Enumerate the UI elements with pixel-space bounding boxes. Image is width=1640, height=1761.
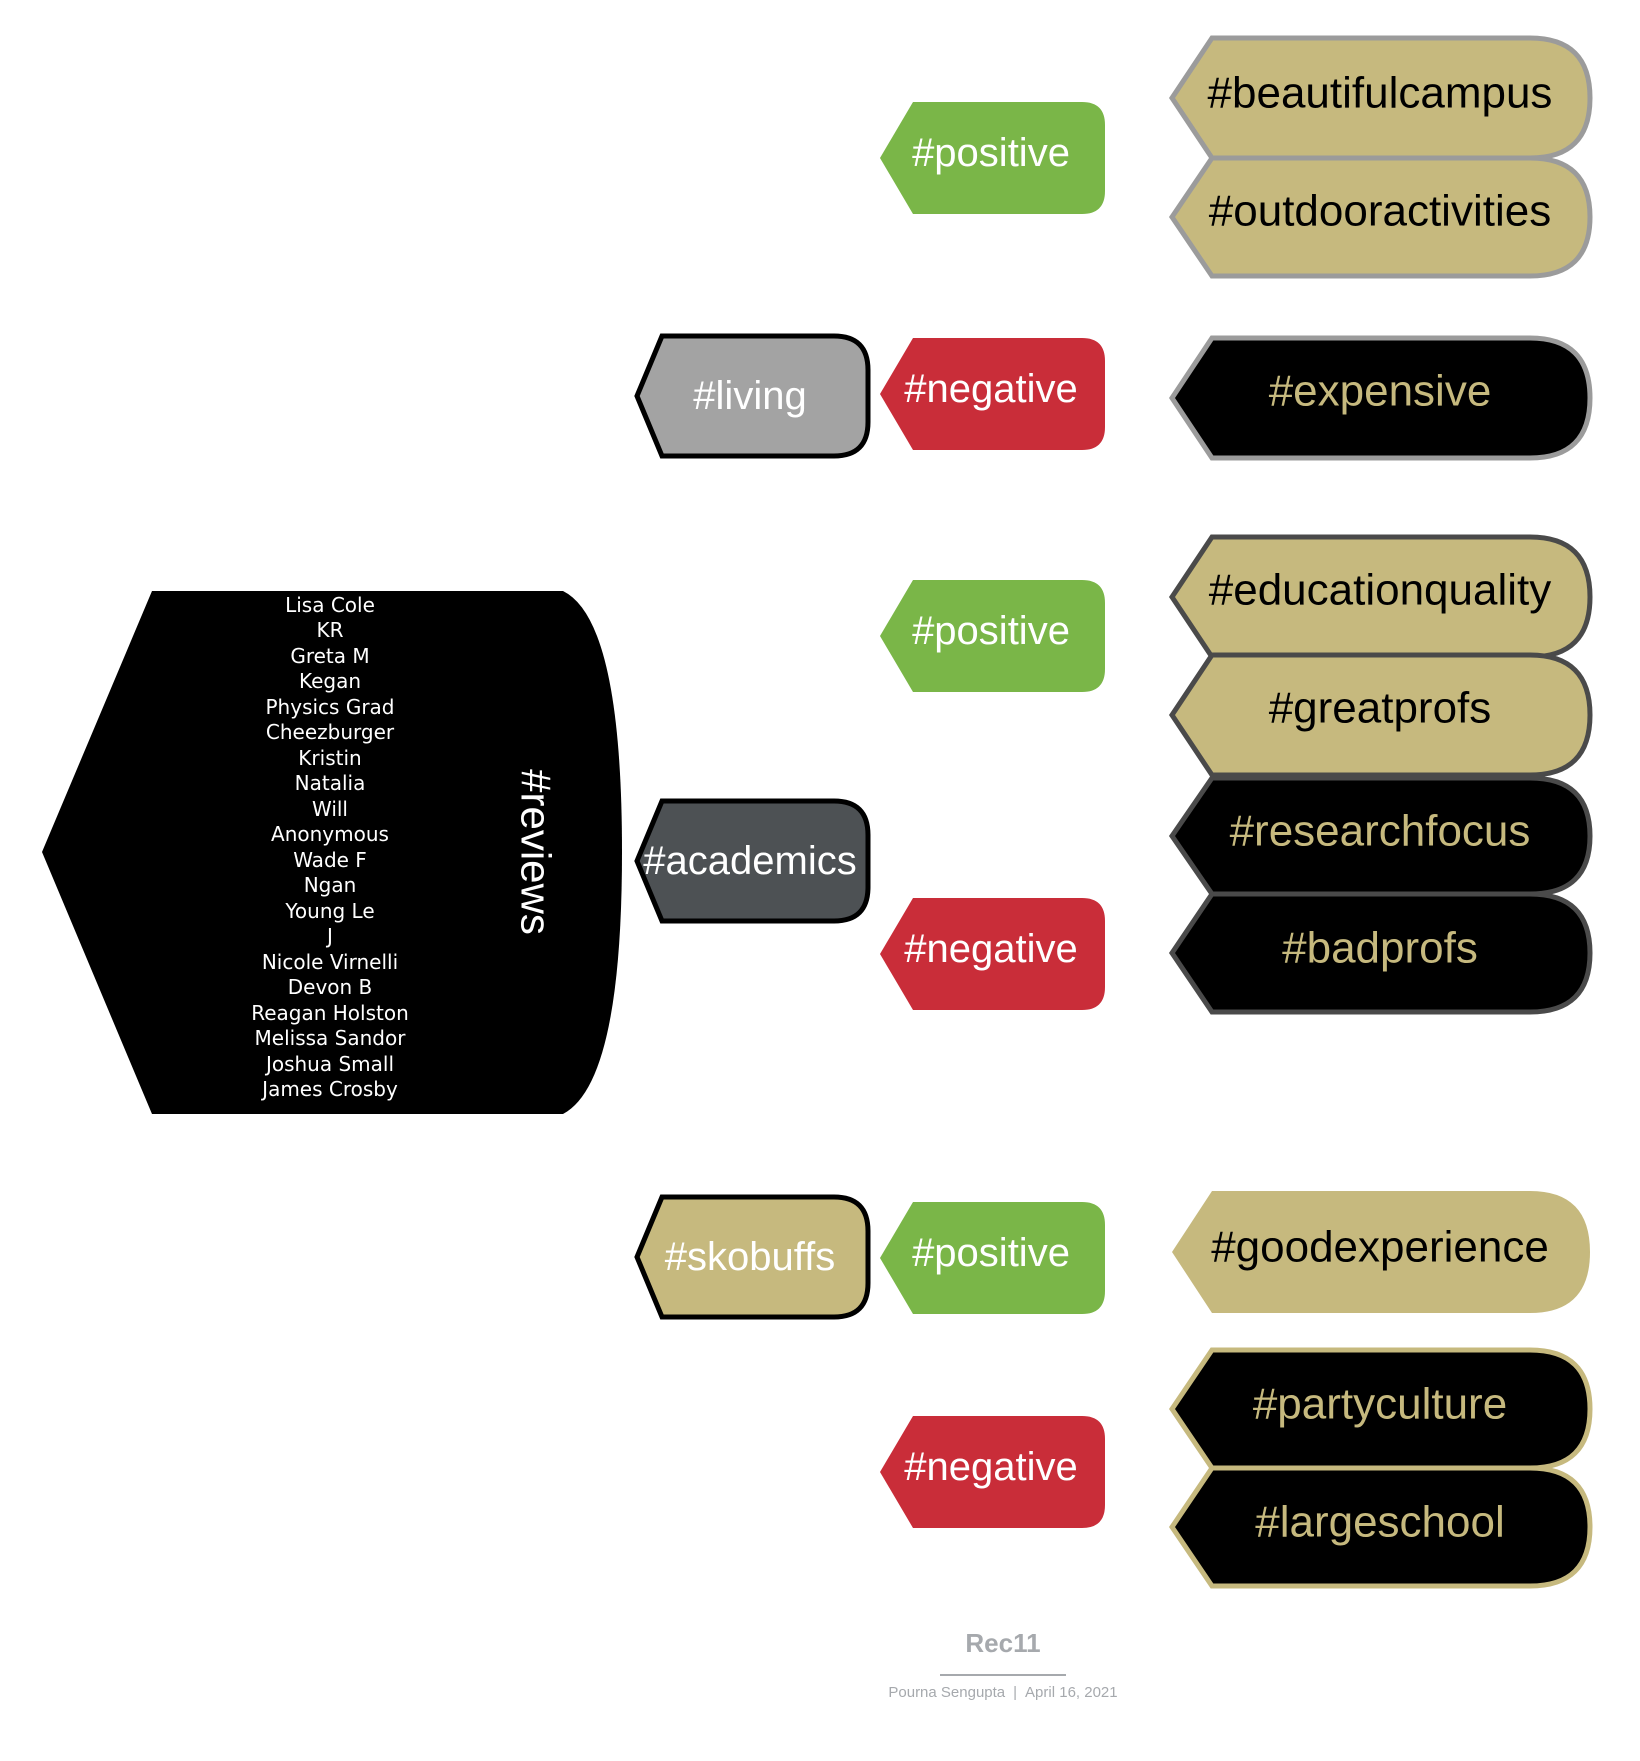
tag-node-largeschool[interactable]: #largeschool (1168, 1465, 1593, 1589)
sentiment-node-academics-negative[interactable]: #negative (880, 898, 1105, 1010)
tag-label: #badprofs (1282, 924, 1478, 973)
sentiment-shape (880, 580, 1105, 692)
reviewer-name: Young Le (284, 899, 374, 923)
sentiment-shape (880, 338, 1105, 450)
tag-label: #greatprofs (1269, 684, 1492, 733)
footer: Rec11 Pourna Sengupta | April 16, 2021 (888, 1628, 1117, 1701)
reviewer-name: Ngan (304, 873, 357, 897)
root-node-shape (42, 591, 622, 1114)
tag-node-expensive[interactable]: #expensive (1168, 335, 1593, 461)
reviewer-name: Nicole Virnelli (262, 950, 398, 974)
tag-label: #largeschool (1255, 1498, 1505, 1547)
category-node-shape (634, 333, 871, 459)
category-node-academics[interactable]: #academics (634, 798, 871, 924)
tag-label: #expensive (1269, 367, 1492, 416)
sentiment-label: #negative (904, 367, 1077, 411)
category-label: #skobuffs (665, 1235, 836, 1279)
tag-label: #outdooractivities (1209, 187, 1551, 236)
sentiment-node-skobuffs-positive[interactable]: #positive (880, 1202, 1105, 1314)
category-node-shape (634, 798, 871, 924)
sentiment-node-skobuffs-negative[interactable]: #negative (880, 1416, 1105, 1528)
reviewer-name: Will (312, 797, 348, 821)
tag-node-outdooractivities[interactable]: #outdooractivities (1168, 155, 1593, 279)
tag-shape (1168, 652, 1593, 778)
footer-byline: Pourna Sengupta | April 16, 2021 (888, 1684, 1117, 1701)
reviewer-name: Devon B (288, 975, 373, 999)
category-label: #living (693, 374, 806, 418)
sentiment-label: #negative (904, 1445, 1077, 1489)
footer-author: Pourna Sengupta (888, 1684, 1005, 1701)
tag-shape (1168, 891, 1593, 1015)
tag-node-badprofs[interactable]: #badprofs (1168, 891, 1593, 1015)
tag-node-educationquality[interactable]: #educationquality (1168, 534, 1593, 660)
reviewer-name: Kegan (299, 669, 361, 693)
reviewer-name: J (325, 924, 333, 948)
sentiment-shape (880, 102, 1105, 214)
tag-shape (1168, 335, 1593, 461)
tag-node-greatprofs[interactable]: #greatprofs (1168, 652, 1593, 778)
footer-title: Rec11 (965, 1628, 1040, 1658)
tag-shape (1168, 155, 1593, 279)
tag-shape (1172, 1191, 1590, 1313)
sentiment-label: #positive (912, 1231, 1070, 1275)
reviewer-name: Physics Grad (266, 695, 395, 719)
reviewer-name: Wade F (293, 848, 367, 872)
sentiment-shape (880, 1416, 1105, 1528)
footer-date: April 16, 2021 (1025, 1684, 1118, 1701)
reviewer-name: James Crosby (260, 1077, 398, 1101)
tag-label: #goodexperience (1211, 1223, 1549, 1272)
tag-node-beautifulcampus[interactable]: #beautifulcampus (1168, 35, 1593, 161)
category-label: #academics (643, 839, 856, 883)
reviewer-name: KR (316, 618, 343, 642)
reviewer-list: Lisa Cole KR Greta M Kegan Physics Grad … (251, 593, 409, 1101)
sentiment-label: #negative (904, 927, 1077, 971)
sentiment-label: #positive (912, 609, 1070, 653)
sentiment-node-academics-positive[interactable]: #positive (880, 580, 1105, 692)
tag-node-partyculture[interactable]: #partyculture (1168, 1347, 1593, 1471)
reviewer-name: Greta M (290, 644, 369, 668)
reviewer-name: Cheezburger (266, 720, 395, 744)
reviewer-name: Melissa Sandor (255, 1026, 407, 1050)
sentiment-node-living-positive[interactable]: #positive (880, 102, 1105, 214)
category-node-shape (634, 1194, 871, 1320)
reviewer-name: Reagan Holston (251, 1001, 409, 1025)
tag-label: #educationquality (1209, 566, 1551, 615)
reviewer-name: Anonymous (271, 822, 389, 846)
tag-label: #partyculture (1253, 1380, 1507, 1429)
reviewer-name: Kristin (298, 746, 361, 770)
root-label: #reviews (513, 769, 560, 935)
sentiment-shape (880, 1202, 1105, 1314)
sentiment-node-living-negative[interactable]: #negative (880, 338, 1105, 450)
sentiment-label: #positive (912, 131, 1070, 175)
footer-separator: | (1013, 1684, 1017, 1701)
tag-node-researchfocus[interactable]: #researchfocus (1168, 775, 1593, 897)
tag-label: #researchfocus (1230, 807, 1531, 856)
tag-shape (1168, 1465, 1593, 1589)
reviewer-name: Natalia (295, 771, 366, 795)
tag-node-goodexperience[interactable]: #goodexperience (1172, 1191, 1590, 1313)
root-node-reviews: Lisa Cole KR Greta M Kegan Physics Grad … (42, 591, 622, 1114)
sentiment-shape (880, 898, 1105, 1010)
reviewer-name: Lisa Cole (285, 593, 375, 617)
category-node-living[interactable]: #living (634, 333, 871, 459)
reviewer-name: Joshua Small (264, 1052, 394, 1076)
category-node-skobuffs[interactable]: #skobuffs (634, 1194, 871, 1320)
tag-label: #beautifulcampus (1208, 69, 1553, 118)
